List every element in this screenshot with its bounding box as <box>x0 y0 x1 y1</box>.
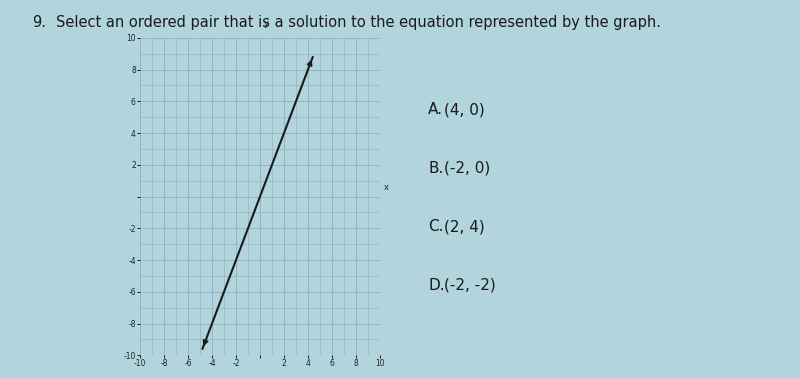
Text: C.: C. <box>428 219 443 234</box>
Text: 9.: 9. <box>32 15 46 30</box>
Text: x: x <box>383 183 389 192</box>
Text: y: y <box>264 19 269 28</box>
Text: (2, 4): (2, 4) <box>444 219 485 234</box>
Text: (4, 0): (4, 0) <box>444 102 485 117</box>
Text: (-2, -2): (-2, -2) <box>444 278 496 293</box>
Text: (-2, 0): (-2, 0) <box>444 161 490 176</box>
Text: A.: A. <box>428 102 443 117</box>
Text: D.: D. <box>428 278 445 293</box>
Text: B.: B. <box>428 161 443 176</box>
Text: Select an ordered pair that is a solution to the equation represented by the gra: Select an ordered pair that is a solutio… <box>56 15 661 30</box>
